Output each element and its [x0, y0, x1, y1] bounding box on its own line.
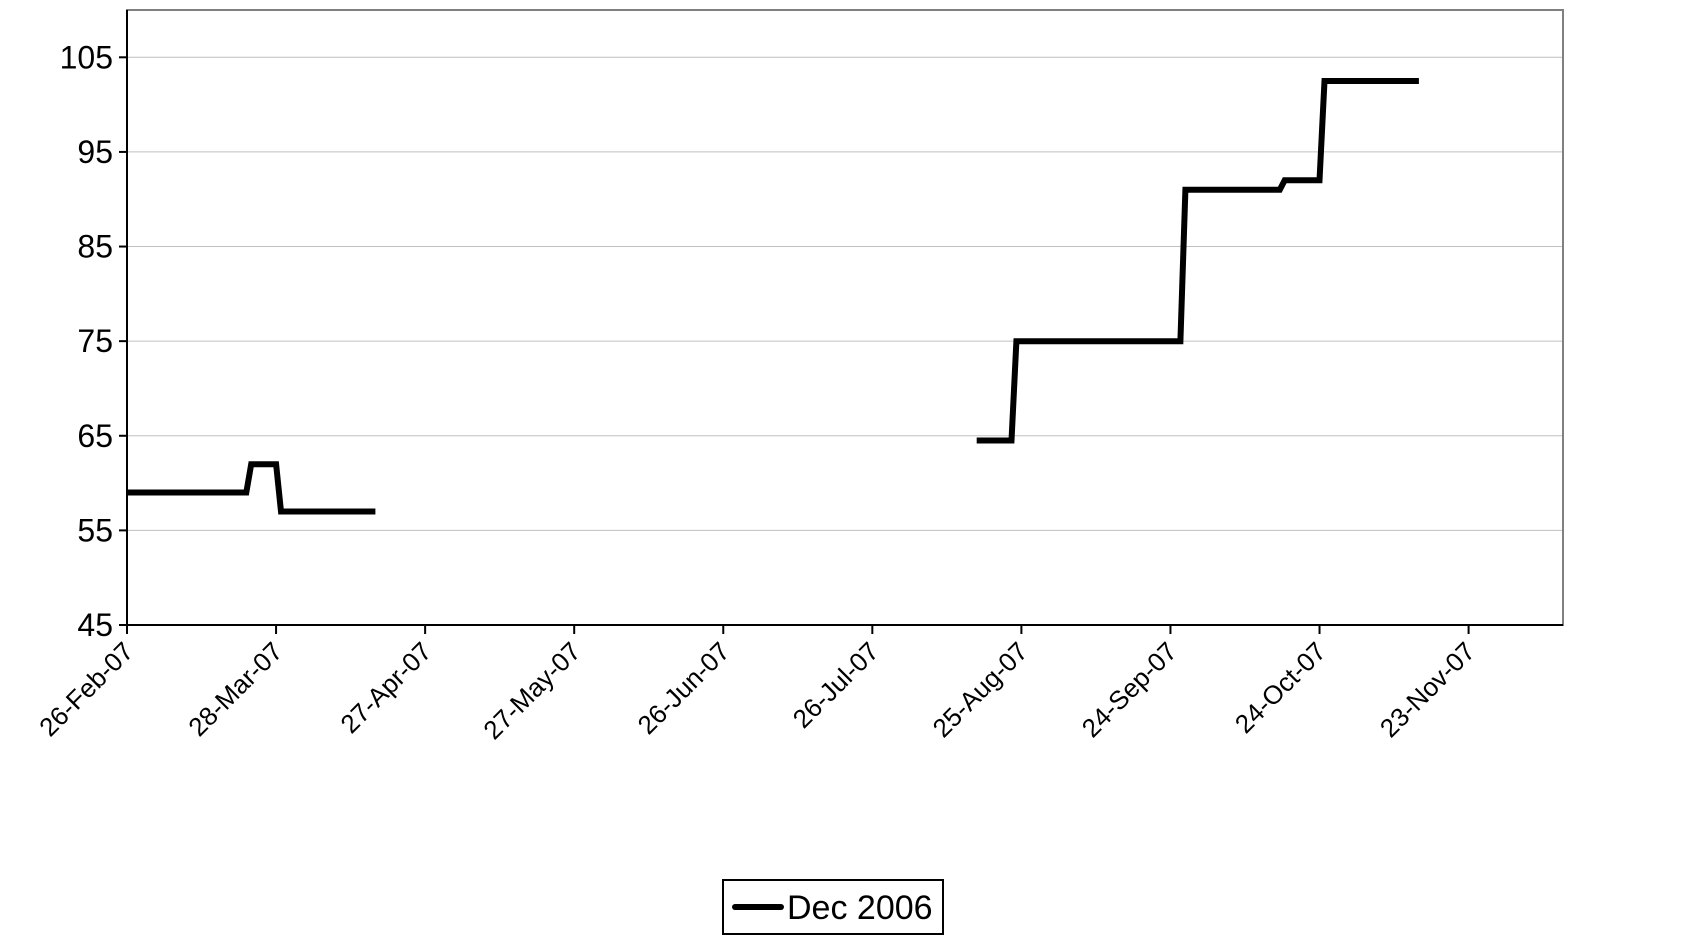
y-tick-label: 45: [77, 607, 113, 643]
x-tick-label: 27-Apr-07: [334, 636, 437, 739]
gridlines: [127, 56, 1563, 531]
x-tick-label: 26-Feb-07: [33, 636, 139, 742]
y-tick-label: 105: [60, 39, 113, 75]
x-tick-label: 26-Jun-07: [632, 636, 736, 740]
x-tick-label: 25-Aug-07: [927, 636, 1034, 743]
y-tick-label: 85: [77, 229, 113, 265]
series-layer: [127, 78, 1419, 515]
x-tick-label: 24-Sep-07: [1076, 636, 1183, 743]
plot-area-frame: [126, 9, 1564, 626]
y-axis: 45 55 65 75 85 95 105: [60, 39, 127, 643]
legend-label: Dec 2006: [787, 889, 933, 927]
legend: Dec 2006: [722, 879, 944, 935]
y-tick-label: 95: [77, 134, 113, 170]
x-tick-label: 28-Mar-07: [182, 636, 288, 742]
series-line-segment: [127, 461, 376, 515]
y-tick-label: 75: [77, 323, 113, 359]
x-tick-label: 26-Jul-07: [787, 636, 885, 734]
x-tick-label: 23-Nov-07: [1374, 636, 1481, 743]
x-tick-label: 24-Oct-07: [1229, 636, 1332, 739]
x-axis: 26-Feb-07 28-Mar-07 27-Apr-07 27-May-07 26-J…: [33, 625, 1481, 745]
x-tick-label: 27-May-07: [477, 636, 586, 745]
y-tick-label: 55: [77, 512, 113, 548]
y-tick-label: 65: [77, 418, 113, 454]
series-line-segment: [976, 78, 1419, 444]
